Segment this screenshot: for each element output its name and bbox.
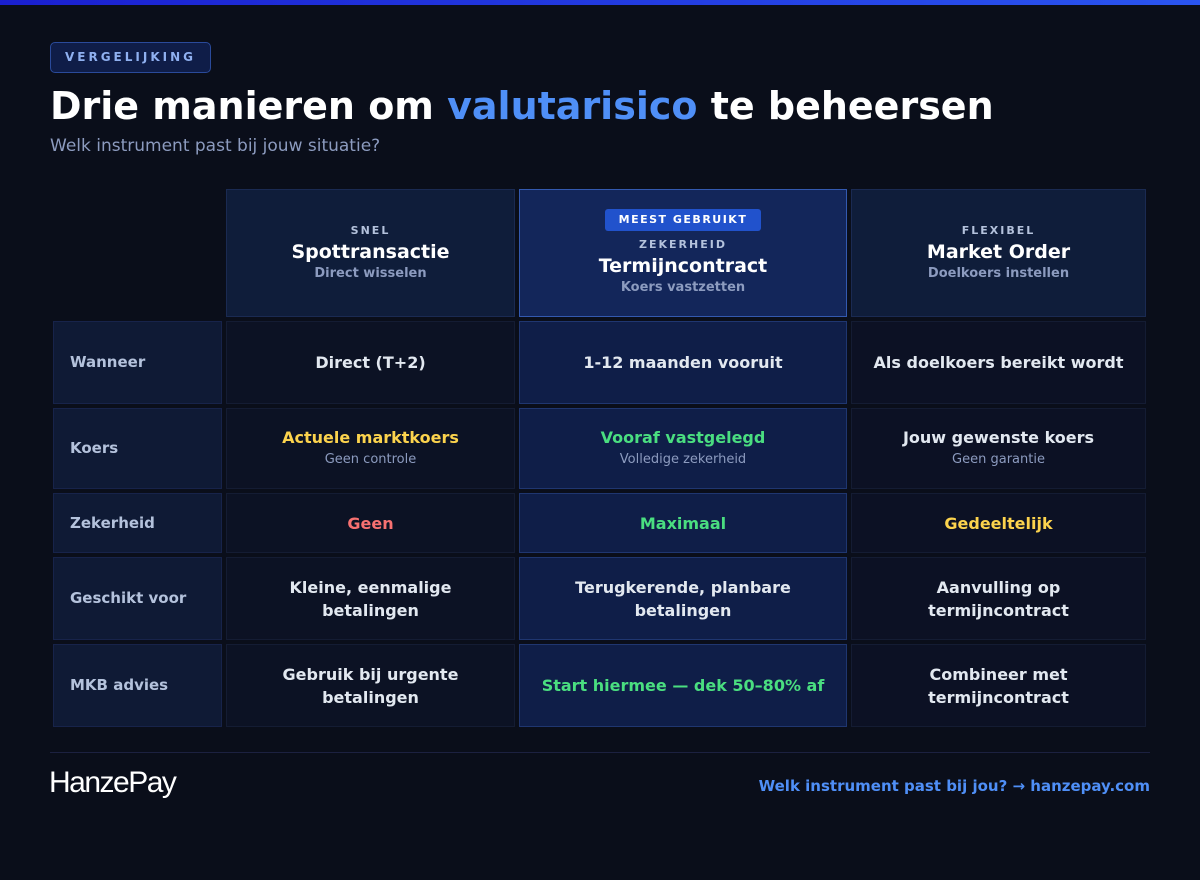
cell-value: Aanvulling op termijncontract xyxy=(928,577,1069,620)
cell-value: Combineer met termijncontract xyxy=(928,664,1069,707)
table-cell: Direct (T+2) xyxy=(226,321,515,404)
cell-note: Geen controle xyxy=(324,452,417,467)
cell-value: Vooraf vastgelegd xyxy=(600,428,766,447)
table-cell: Gebruik bij urgente betalingen xyxy=(226,644,515,727)
cell-value: Direct (T+2) xyxy=(315,353,426,372)
row-label: MKB advies xyxy=(53,644,222,727)
cell-value: Start hiermee — dek 50–80% af xyxy=(541,676,825,695)
row-label: Koers xyxy=(53,408,222,489)
table-cell: Geen xyxy=(226,493,515,553)
page-title: Drie manieren om valutarisico te beheers… xyxy=(50,84,994,128)
table-cell: Jouw gewenste koers Geen garantie xyxy=(851,408,1146,489)
empty-corner xyxy=(53,189,222,317)
column-desc: Doelkoers instellen xyxy=(927,266,1070,281)
table-cell: Terugkerende, planbare betalingen xyxy=(519,557,847,640)
table-cell: Combineer met termijncontract xyxy=(851,644,1146,727)
column-header: MEEST GEBRUIKT ZEKERHEID Termijncontract Ko… xyxy=(519,189,847,317)
column-header: SNEL Spottransactie Direct wisselen xyxy=(226,189,515,317)
cell-value: Gedeeltelijk xyxy=(944,513,1053,533)
table-cell: Maximaal xyxy=(519,493,847,553)
row-label: Zekerheid xyxy=(53,493,222,553)
column-name: Market Order xyxy=(926,241,1071,263)
hanzepay-logo: HanzePay xyxy=(49,766,177,799)
cell-note: Volledige zekerheid xyxy=(619,452,747,467)
table-cell: Actuele marktkoers Geen controle xyxy=(226,408,515,489)
cell-value: Terugkerende, planbare betalingen xyxy=(575,577,791,620)
most-used-badge: MEEST GEBRUIKT xyxy=(604,209,762,231)
table-cell: Gedeeltelijk xyxy=(851,493,1146,553)
cell-value: 1-12 maanden vooruit xyxy=(583,353,783,372)
footer-divider xyxy=(50,752,1150,753)
cell-value: Geen xyxy=(347,513,394,533)
column-desc: Koers vastzetten xyxy=(620,280,746,295)
table-cell: Kleine, eenmalige betalingen xyxy=(226,557,515,640)
cell-value: Actuele marktkoers xyxy=(282,428,459,447)
table-cell: Als doelkoers bereikt wordt xyxy=(851,321,1146,404)
table-cell: Start hiermee — dek 50–80% af xyxy=(519,644,847,727)
title-text-end: te beheersen xyxy=(697,84,994,128)
title-highlight: valutarisico xyxy=(447,84,698,128)
section-badge: VERGELIJKING xyxy=(50,42,211,73)
cell-value: Jouw gewenste koers xyxy=(902,428,1095,447)
column-name: Spottransactie xyxy=(291,241,450,263)
column-desc: Direct wisselen xyxy=(314,266,427,281)
column-kicker: SNEL xyxy=(350,224,391,237)
page-subtitle: Welk instrument past bij jouw situatie? xyxy=(50,136,381,156)
table-cell: Aanvulling op termijncontract xyxy=(851,557,1146,640)
cell-value: Kleine, eenmalige betalingen xyxy=(289,577,452,620)
table-cell: Vooraf vastgelegd Volledige zekerheid xyxy=(519,408,847,489)
cell-value: Gebruik bij urgente betalingen xyxy=(282,664,459,707)
top-accent-bar xyxy=(0,0,1200,5)
cta-link[interactable]: Welk instrument past bij jou? → hanzepay… xyxy=(758,777,1150,795)
cell-note: Geen garantie xyxy=(952,452,1045,467)
row-label: Geschikt voor xyxy=(53,557,222,640)
column-name: Termijncontract xyxy=(598,255,768,277)
column-kicker: FLEXIBEL xyxy=(961,224,1036,237)
cell-value: Maximaal xyxy=(639,513,727,533)
title-text: Drie manieren om xyxy=(50,84,448,128)
cell-value: Als doelkoers bereikt wordt xyxy=(873,353,1124,372)
row-label: Wanneer xyxy=(53,321,222,404)
comparison-table: SNEL Spottransactie Direct wisselen MEEST G… xyxy=(53,189,1146,727)
column-header: FLEXIBEL Market Order Doelkoers instellen xyxy=(851,189,1146,317)
column-kicker: ZEKERHEID xyxy=(639,238,727,251)
table-cell: 1-12 maanden vooruit xyxy=(519,321,847,404)
